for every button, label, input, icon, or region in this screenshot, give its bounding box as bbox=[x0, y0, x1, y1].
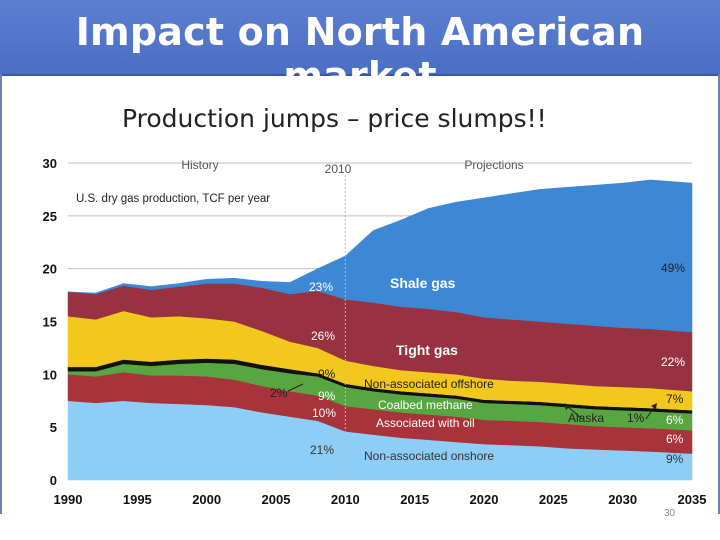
pct-2035-onshore: 9% bbox=[666, 452, 684, 466]
series-label-tight: Tight gas bbox=[396, 342, 458, 358]
alaska-2pct-leader bbox=[287, 383, 304, 392]
y-tick-label: 15 bbox=[43, 315, 57, 330]
pct-2010-offshore: 9% bbox=[318, 367, 336, 381]
x-tick-label: 1990 bbox=[54, 492, 83, 507]
x-tick-label: 2015 bbox=[400, 492, 429, 507]
x-axis-ticks: 1990 1995 2000 2005 2010 2015 2020 2025 2030 2035 bbox=[54, 492, 707, 507]
projections-label: Projections bbox=[464, 158, 523, 172]
left-border bbox=[0, 74, 2, 514]
pct-2010-onshore: 21% bbox=[310, 443, 334, 457]
pct-2035-offshore: 7% bbox=[666, 392, 684, 406]
line-alaska bbox=[68, 359, 693, 414]
pct-2035-assoc: 6% bbox=[666, 432, 684, 446]
divider-year-label: 2010 bbox=[325, 162, 352, 176]
y-axis-ticks: 0 5 10 15 20 25 30 bbox=[43, 156, 57, 488]
pct-2010-assoc: 10% bbox=[312, 406, 336, 420]
alaska-arrow-left-head bbox=[564, 403, 570, 410]
pct-2010-tight: 26% bbox=[311, 329, 335, 343]
page-number: 30 bbox=[664, 508, 676, 519]
pct-2035-tight: 22% bbox=[661, 355, 685, 369]
area-shale bbox=[67, 179, 693, 333]
slide-title: Impact on North American market bbox=[75, 10, 645, 98]
y-tick-label: 0 bbox=[50, 473, 57, 488]
pct-2010-cbm: 9% bbox=[318, 389, 336, 403]
chart-title: Production jumps – price slumps!! bbox=[122, 104, 547, 133]
x-tick-label: 2025 bbox=[539, 492, 568, 507]
stacked-areas bbox=[67, 179, 693, 481]
pct-2035-alaska: 1% bbox=[627, 411, 645, 425]
y-tick-label: 10 bbox=[43, 367, 57, 382]
series-label-cbm: Coalbed methane bbox=[378, 398, 473, 412]
series-label-shale: Shale gas bbox=[390, 275, 456, 291]
alaska-arrow-right-head bbox=[651, 403, 657, 409]
x-tick-label: 2020 bbox=[470, 492, 499, 507]
title-bar bbox=[0, 0, 720, 76]
x-tick-label: 2005 bbox=[262, 492, 291, 507]
x-tick-label: 2010 bbox=[331, 492, 360, 507]
series-lines bbox=[68, 359, 693, 414]
y-tick-label: 5 bbox=[50, 420, 57, 435]
right-border bbox=[718, 74, 720, 514]
series-label-assoc: Associated with oil bbox=[376, 416, 475, 430]
x-tick-label: 2035 bbox=[678, 492, 707, 507]
y-tick-label: 25 bbox=[43, 209, 57, 224]
alaska-arrow-left bbox=[565, 404, 583, 420]
history-label: History bbox=[181, 158, 218, 172]
chart-subtitle: U.S. dry gas production, TCF per year bbox=[76, 193, 270, 205]
x-tick-label: 2030 bbox=[608, 492, 637, 507]
series-label-onshore: Non-associated onshore bbox=[364, 449, 494, 463]
x-tick-label: 2000 bbox=[192, 492, 221, 507]
x-tick-label: 1995 bbox=[123, 492, 152, 507]
pct-2035-shale: 49% bbox=[661, 261, 685, 275]
alaska-arrow-right bbox=[645, 405, 656, 420]
y-tick-label: 30 bbox=[43, 156, 57, 171]
series-label-offshore: Non-associated offshore bbox=[364, 377, 494, 391]
pct-2035-cbm: 6% bbox=[666, 413, 684, 427]
pct-2010-shale: 23% bbox=[309, 280, 333, 294]
series-label-alaska: Alaska bbox=[568, 411, 604, 425]
pct-2010-alaska: 2% bbox=[270, 386, 288, 400]
y-tick-label: 20 bbox=[43, 262, 57, 277]
